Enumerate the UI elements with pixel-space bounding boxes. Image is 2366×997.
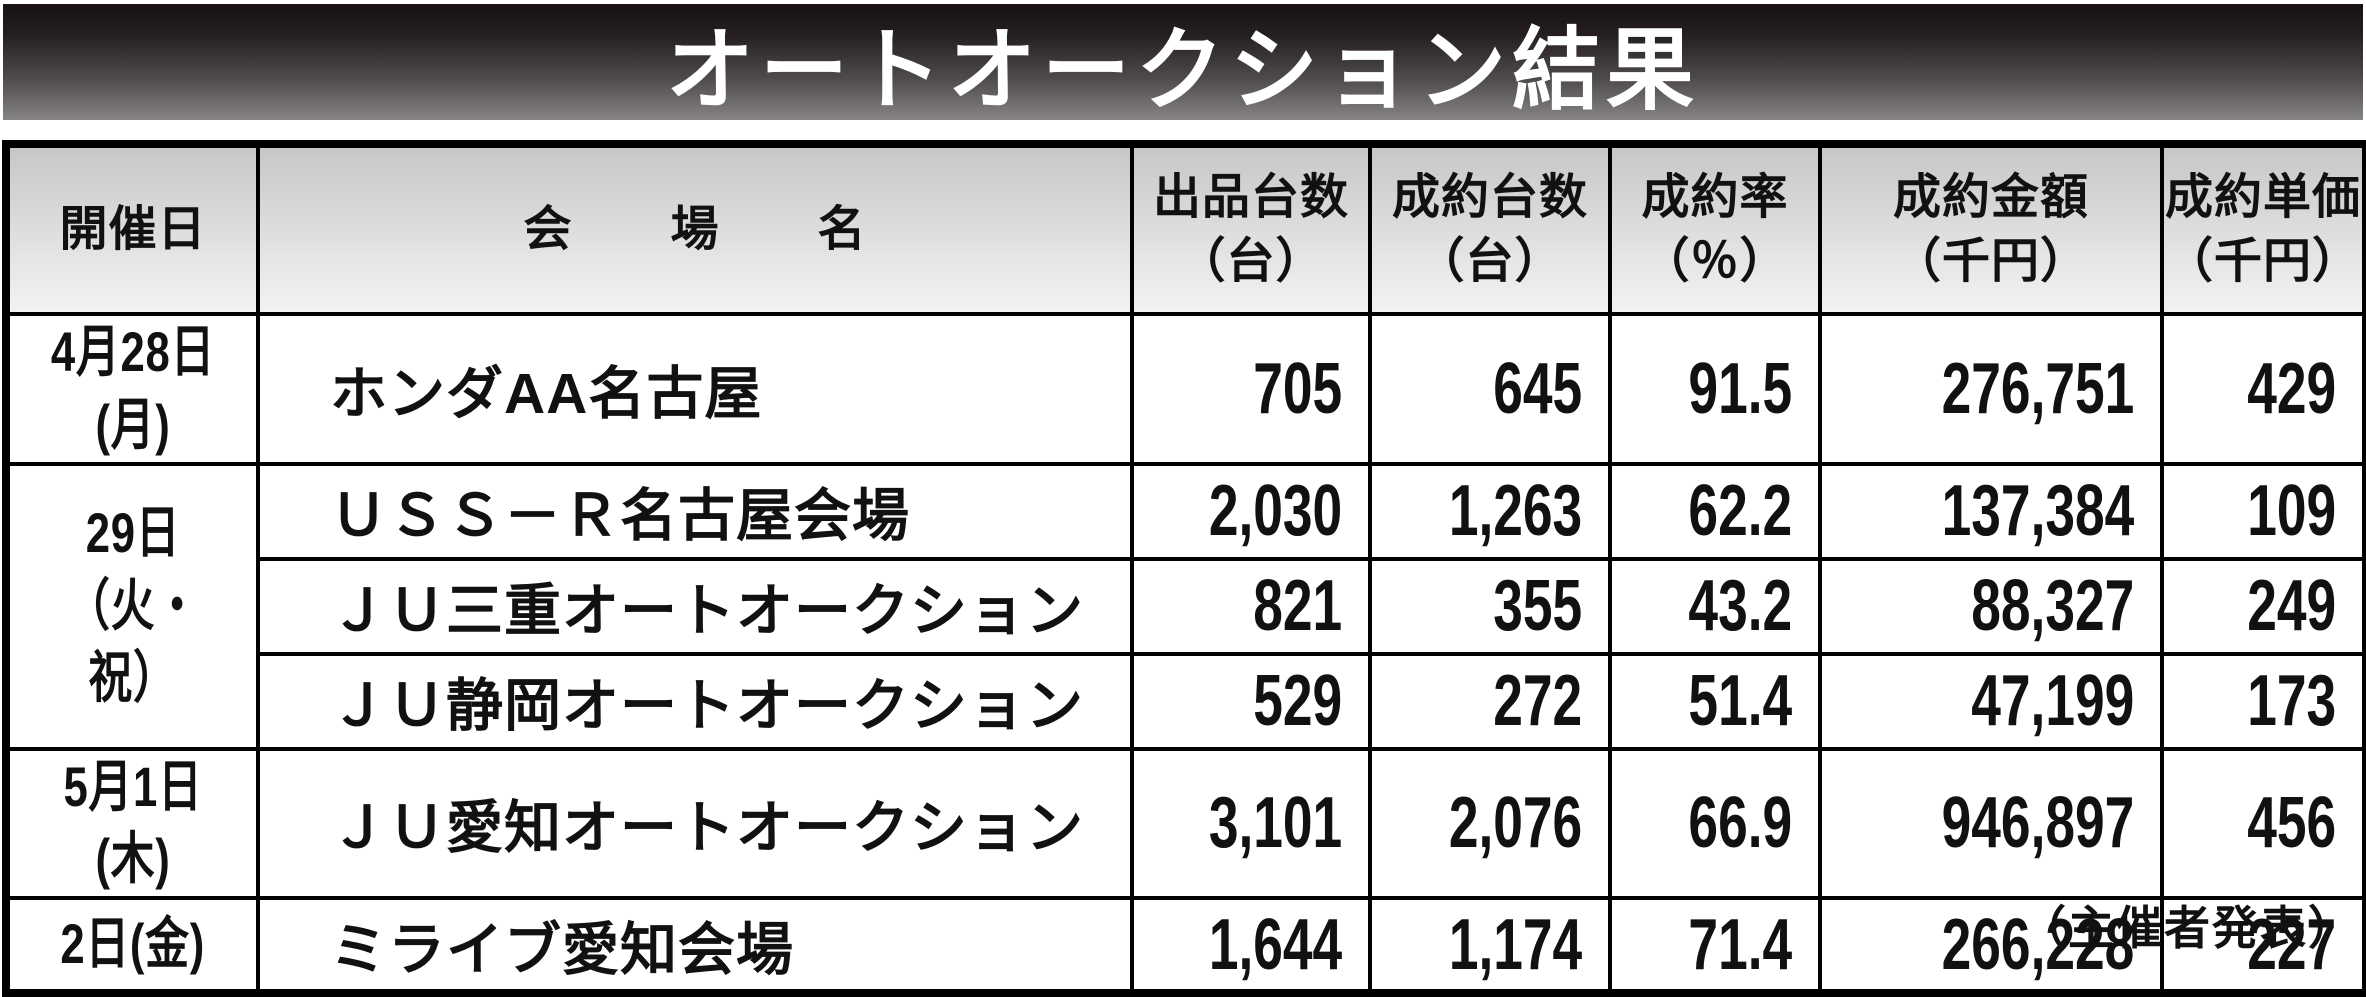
rate-cell: 51.4: [1608, 651, 1822, 751]
date-text: 29日 （火・祝）: [66, 500, 200, 710]
col-header-date: 開催日: [4, 142, 260, 316]
page-title: オートオークション結果: [665, 18, 1700, 120]
sold-count-cell: 645: [1368, 312, 1612, 466]
unit-price-cell: 109: [2160, 461, 2366, 561]
unit-price-cell: 173: [2160, 651, 2366, 751]
listed-count-cell: 3,101: [1130, 746, 1372, 901]
sold-count-cell: 1,174: [1368, 896, 1612, 996]
listed-count-cell: 1,644: [1130, 896, 1372, 996]
listed-count-cell: 705: [1130, 312, 1372, 466]
unit-price-cell: 429: [2160, 312, 2366, 466]
table-row: 5月1日(木) ＪＵ愛知オートオークション 3,101 2,076 66.9 9…: [4, 746, 2366, 901]
listed-count-cell: 2,030: [1130, 461, 1372, 561]
amount-cell: 276,751: [1818, 312, 2164, 466]
source-caption: （主催者発表）: [2020, 902, 2356, 954]
auction-results-table: 開催日 会 場 名 出品台数 （台） 成約台数 （台） 成約率 （％） 成約金額…: [2, 140, 2366, 997]
col-header-unit-price: 成約単価 （千円）: [2160, 142, 2366, 316]
venue-cell: ミライブ愛知会場: [256, 896, 1134, 996]
date-cell: 4月28日(月): [4, 312, 260, 466]
venue-cell: ＪＵ静岡オートオークション: [256, 651, 1134, 751]
rate-cell: 91.5: [1608, 312, 1822, 466]
col-header-venue: 会 場 名: [256, 142, 1134, 316]
amount-cell: 946,897: [1818, 746, 2164, 901]
amount-cell: 47,199: [1818, 651, 2164, 751]
table-row: 4月28日(月) ホンダAA名古屋 705 645 91.5 276,751 4…: [4, 312, 2366, 466]
sold-count-cell: 1,263: [1368, 461, 1612, 561]
venue-cell: ＵＳＳ－Ｒ名古屋会場: [256, 461, 1134, 561]
date-cell: 2日(金): [4, 896, 260, 996]
rate-cell: 62.2: [1608, 461, 1822, 561]
header-row: 開催日 会 場 名 出品台数 （台） 成約台数 （台） 成約率 （％） 成約金額…: [4, 142, 2366, 316]
col-header-sold: 成約台数 （台）: [1368, 142, 1612, 316]
date-text: 2日(金): [60, 912, 206, 976]
venue-cell: ＪＵ愛知オートオークション: [256, 746, 1134, 901]
venue-cell: ＪＵ三重オートオークション: [256, 556, 1134, 656]
col-header-amount: 成約金額 （千円）: [1818, 142, 2164, 316]
date-text: 5月1日(木): [63, 754, 203, 891]
title-banner: オートオークション結果: [3, 4, 2363, 120]
sold-count-cell: 2,076: [1368, 746, 1612, 901]
rate-cell: 43.2: [1608, 556, 1822, 656]
table-row: ＪＵ三重オートオークション 821 355 43.2 88,327 249: [6, 556, 2366, 656]
table-row: 2日(金) ミライブ愛知会場 1,644 1,174 71.4 266,228 …: [4, 896, 2366, 996]
date-cell: 5月1日(木): [4, 746, 260, 901]
amount-cell: 88,327: [1818, 556, 2164, 656]
rate-cell: 66.9: [1608, 746, 1822, 901]
date-cell: 29日 （火・祝）: [4, 461, 260, 751]
sold-count-cell: 355: [1368, 556, 1612, 656]
col-header-listed: 出品台数 （台）: [1130, 142, 1372, 316]
listed-count-cell: 529: [1130, 651, 1372, 751]
table-row: 29日 （火・祝） ＵＳＳ－Ｒ名古屋会場 2,030 1,263 62.2 13…: [4, 461, 2366, 751]
listed-count-cell: 821: [1130, 556, 1372, 656]
venue-cell: ホンダAA名古屋: [256, 312, 1134, 466]
amount-cell: 137,384: [1818, 461, 2164, 561]
unit-price-cell: 249: [2160, 556, 2366, 656]
col-header-rate: 成約率 （％）: [1608, 142, 1822, 316]
rate-cell: 71.4: [1608, 896, 1822, 996]
sold-count-cell: 272: [1368, 651, 1612, 751]
unit-price-cell: 456: [2160, 746, 2366, 901]
date-text: 4月28日(月): [50, 320, 216, 456]
table-row: ＪＵ静岡オートオークション 529 272 51.4 47,199 173: [6, 651, 2366, 751]
